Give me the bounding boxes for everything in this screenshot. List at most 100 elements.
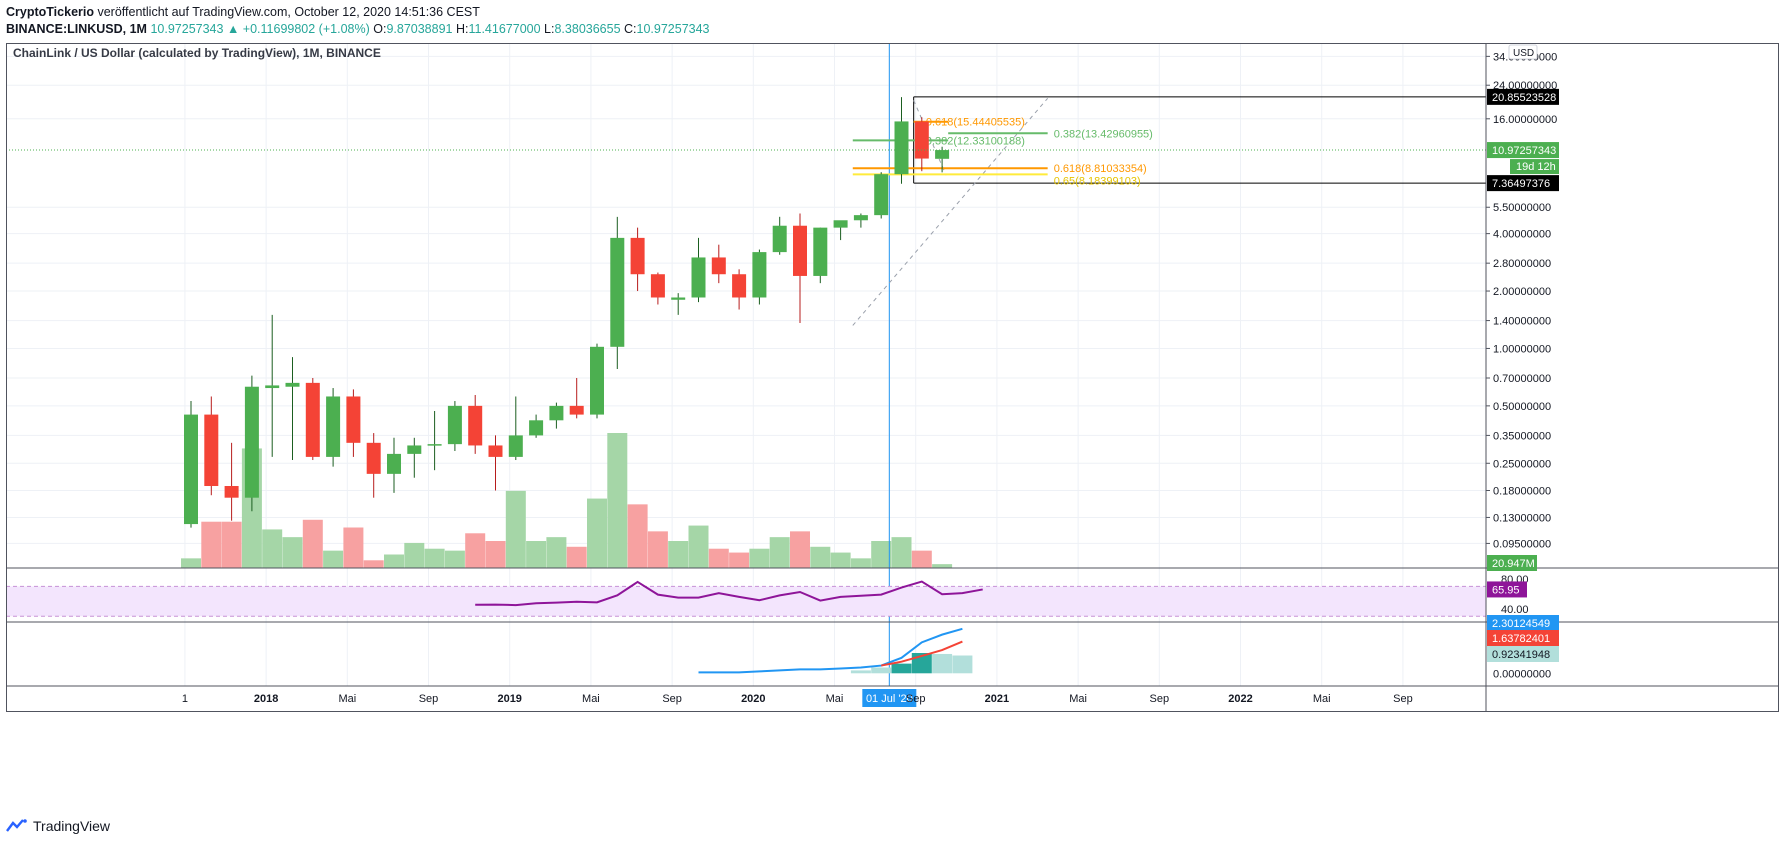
price-tick-label: 0.09500000 bbox=[1493, 538, 1551, 550]
macd-histogram-bar bbox=[952, 655, 973, 674]
time-tick-label: 2022 bbox=[1228, 693, 1252, 705]
candle-body bbox=[853, 215, 868, 221]
macd-hist-label-bg bbox=[1487, 646, 1559, 662]
open-value: 9.87038891 bbox=[386, 22, 453, 36]
volume-bar bbox=[647, 531, 668, 568]
candle-body bbox=[711, 257, 726, 275]
price-tick-label: 2.00000000 bbox=[1493, 286, 1551, 298]
candle-body bbox=[488, 445, 503, 457]
time-tick-label: Mai bbox=[1313, 693, 1331, 705]
time-tick-label: Mai bbox=[826, 693, 844, 705]
close-label: C: bbox=[624, 22, 637, 36]
candle-body bbox=[204, 414, 219, 487]
macd-hist-label: 0.92341948 bbox=[1492, 649, 1550, 661]
high-label: H: bbox=[455, 22, 469, 36]
macd-histogram-bar bbox=[871, 667, 892, 674]
macd-signal-line bbox=[881, 640, 963, 667]
candle-body bbox=[935, 150, 950, 159]
macd-histogram-bar bbox=[850, 670, 871, 674]
macd-line-label: 2.30124549 bbox=[1492, 618, 1550, 630]
price-axis[interactable]: 34.0000000024.0000000016.000000005.50000… bbox=[1486, 44, 1559, 680]
price-tick-label: 0.35000000 bbox=[1493, 430, 1551, 442]
symbol-label: BINANCE:LINKUSD, 1M bbox=[6, 22, 147, 36]
countdown-bg bbox=[1510, 159, 1559, 175]
candle-body bbox=[610, 237, 625, 347]
candle-body bbox=[793, 225, 807, 276]
time-tick-label: Sep bbox=[419, 693, 439, 705]
time-tick-label: Sep bbox=[1150, 693, 1170, 705]
volume-bar bbox=[749, 548, 770, 568]
candle-body bbox=[508, 435, 523, 457]
volume-bar bbox=[505, 490, 526, 568]
candle-body bbox=[468, 405, 483, 446]
macd-line bbox=[698, 627, 963, 674]
candle-body bbox=[366, 442, 381, 474]
ohlc-bar: BINANCE:LINKUSD, 1M 10.97257343 ▲ +0.116… bbox=[6, 21, 710, 37]
candle-body bbox=[529, 420, 544, 436]
last-price-label-bg bbox=[1487, 142, 1559, 159]
trend-line-2 bbox=[913, 100, 947, 176]
volume-bars bbox=[181, 433, 953, 568]
low-price-label-bg bbox=[1487, 175, 1559, 192]
candle-body bbox=[874, 174, 889, 216]
candle-body bbox=[914, 121, 929, 159]
candle-body bbox=[772, 225, 787, 253]
chart-canvas[interactable]: 0.618(15.44405535) 0.382(12.33100188) 0.38… bbox=[6, 43, 1779, 811]
volume-bar bbox=[688, 525, 709, 568]
volume-bar bbox=[302, 519, 323, 568]
time-axis[interactable]: 1 2018 Mai Sep 2019 Mai Sep 2020 Mai 01 Jul '20Se… bbox=[182, 689, 1413, 707]
publish-info: CryptoTickerio veröffentlicht auf Tradin… bbox=[6, 4, 480, 20]
volume-bar bbox=[526, 541, 547, 568]
volume-bar bbox=[708, 548, 729, 568]
price-tick-label: 0.70000000 bbox=[1493, 373, 1551, 385]
candle-body bbox=[326, 396, 341, 457]
rsi-pane bbox=[6, 580, 1486, 617]
candle-body bbox=[224, 486, 239, 498]
time-tick-label: Sep bbox=[1393, 693, 1413, 705]
chart-area[interactable]: 0.618(15.44405535) 0.382(12.33100188) 0.38… bbox=[6, 43, 1779, 811]
price-tick-label: 0.13000000 bbox=[1493, 512, 1551, 524]
trend-line bbox=[852, 97, 1049, 326]
macd-histogram-bar bbox=[891, 663, 912, 674]
volume-bar bbox=[911, 550, 932, 568]
time-tick-label: Sep bbox=[662, 693, 682, 705]
open-label: O: bbox=[373, 22, 387, 36]
volume-bar bbox=[262, 529, 283, 568]
volume-bar bbox=[201, 521, 222, 568]
rsi-tick-label: 40.00 bbox=[1501, 604, 1529, 616]
candle-body bbox=[590, 346, 604, 415]
candle-body bbox=[549, 405, 564, 421]
volume-bar bbox=[566, 546, 587, 568]
tradingview-branding[interactable]: TradingView bbox=[6, 818, 110, 834]
tradingview-brand: TradingView bbox=[33, 818, 111, 834]
macd-zero-label: 0.00000000 bbox=[1493, 668, 1551, 680]
price-tick-label: 2.80000000 bbox=[1493, 258, 1551, 270]
cursor-date-bg bbox=[862, 689, 917, 707]
time-tick-label: 2019 bbox=[497, 693, 521, 705]
volume-bar bbox=[343, 527, 364, 568]
fib-level-label: 0.618(8.81033354) bbox=[1054, 163, 1147, 175]
candle-body bbox=[691, 257, 706, 298]
close-value: 10.97257343 bbox=[636, 22, 710, 36]
rsi-line bbox=[475, 580, 983, 607]
candle-body bbox=[447, 405, 462, 445]
candle-body bbox=[387, 453, 401, 474]
candle-body bbox=[569, 405, 584, 415]
high-price-label: 20.85523528 bbox=[1492, 92, 1556, 104]
price-tick-label: 1.40000000 bbox=[1493, 316, 1551, 328]
volume-bar bbox=[424, 548, 445, 568]
rsi-current-label: 65.95 bbox=[1492, 584, 1520, 596]
candle-body bbox=[346, 396, 361, 443]
volume-bar bbox=[546, 537, 567, 568]
volume-bar bbox=[871, 541, 892, 568]
candle-body bbox=[184, 414, 198, 525]
volume-bar bbox=[221, 521, 242, 568]
last-price-label: 10.97257343 bbox=[1492, 145, 1556, 157]
fib-level-label: 0.382(13.42960955) bbox=[1054, 128, 1153, 140]
volume-bar bbox=[729, 552, 750, 568]
volume-bar bbox=[282, 537, 303, 568]
fib-level-label: 0.618(15.44405535) bbox=[926, 117, 1025, 129]
volume-bar bbox=[444, 550, 465, 568]
author-name[interactable]: CryptoTickerio bbox=[6, 5, 94, 19]
candle-body bbox=[244, 386, 259, 498]
